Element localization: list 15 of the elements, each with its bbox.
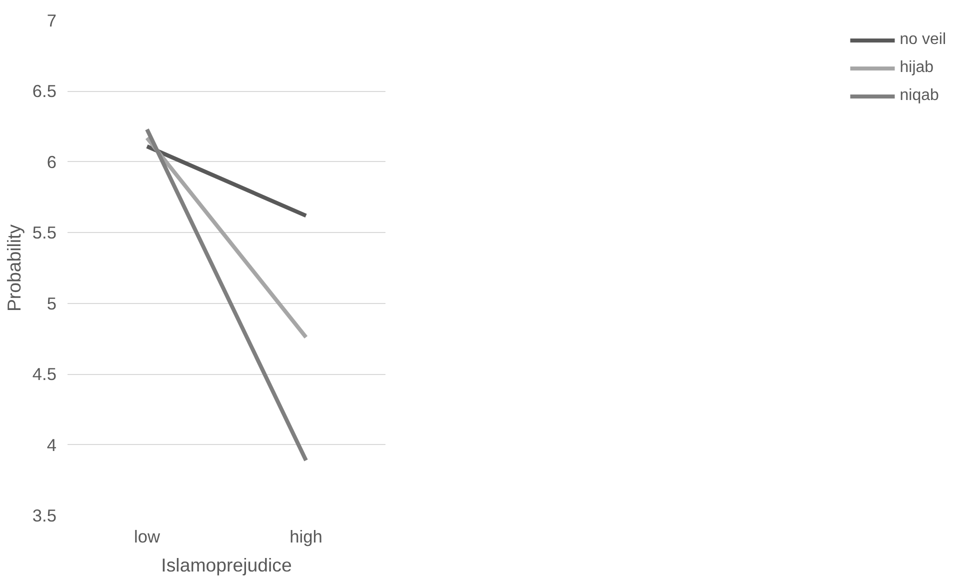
legend-label: niqab (900, 87, 939, 105)
y-tick-label: 4.5 (32, 364, 57, 384)
x-tick-label: high (290, 526, 322, 546)
y-tick-label: 6.5 (32, 81, 57, 102)
y-axis-title: Probability (3, 224, 24, 312)
y-tick-label: 5.5 (32, 222, 57, 243)
y-tick-label: 7 (46, 10, 57, 30)
legend-label: hijab (900, 59, 934, 77)
y-tick-label: 5 (46, 293, 57, 314)
y-tick-label: 3.5 (32, 506, 57, 526)
y-tick-label: 6 (46, 152, 57, 172)
x-tick-label: low (134, 526, 160, 546)
legend-label: no veil (900, 31, 946, 49)
y-tick-label: 4 (46, 434, 57, 455)
x-axis-title: Islamoprejudice (161, 554, 292, 576)
